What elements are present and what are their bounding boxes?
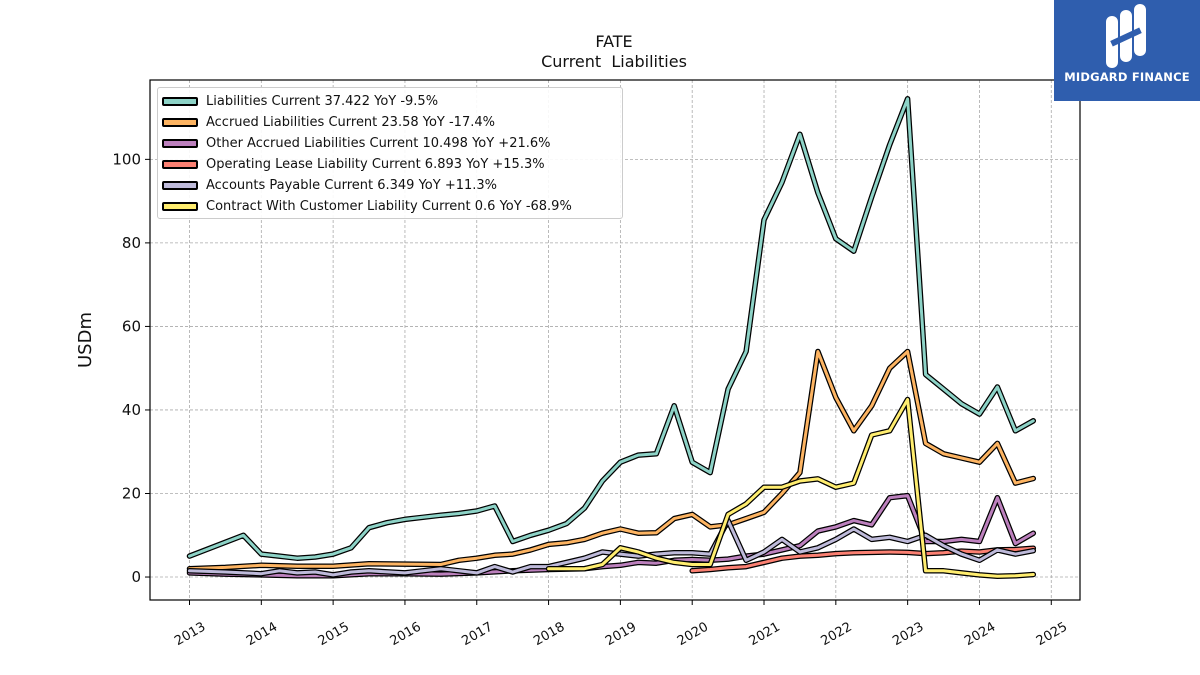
series-line	[186, 517, 1037, 578]
legend-item: Operating Lease Liability Current 6.893 …	[158, 154, 545, 174]
y-tick-label: 100	[112, 150, 141, 168]
plot-frame	[149, 79, 1081, 601]
x-tick-label: 2020	[675, 620, 711, 650]
brand-logo: MIDGARD FINANCE	[1054, 0, 1200, 101]
y-tick-label: 20	[122, 484, 141, 502]
legend-item: Liabilities Current 37.422 YoY -9.5%	[158, 91, 438, 111]
legend-label: Contract With Customer Liability Current…	[206, 198, 572, 214]
legend-swatch	[162, 201, 198, 211]
chart-subtitle: Current Liabilities	[541, 52, 687, 71]
series-layer	[186, 96, 1037, 579]
y-tick-label: 0	[131, 568, 141, 586]
legend-item: Accounts Payable Current 6.349 YoY +11.3…	[158, 175, 497, 195]
x-tick-label: 2024	[962, 620, 998, 650]
series-line	[186, 96, 1037, 561]
y-axis-label: USDm	[75, 312, 96, 368]
legend-swatch	[162, 180, 198, 190]
legend-label: Other Accrued Liabilities Current 10.498…	[206, 135, 551, 151]
x-tick-label: 2016	[388, 620, 424, 650]
chart-title: FATE	[595, 32, 632, 51]
x-axis: 2013 2014 2015 2016 2017 2018 2019 2020 2021 2022…	[172, 600, 1070, 649]
series-line	[545, 396, 1037, 579]
x-tick-label: 2013	[172, 620, 208, 650]
midgard-logo-icon	[1106, 4, 1146, 68]
legend-item: Contract With Customer Liability Current…	[158, 196, 572, 216]
x-tick-label: 2018	[531, 620, 567, 650]
y-tick-label: 40	[122, 401, 141, 419]
series-line-stroke	[690, 546, 1035, 573]
legend-item: Other Accrued Liabilities Current 10.498…	[158, 133, 551, 153]
legend-label: Operating Lease Liability Current 6.893 …	[206, 156, 545, 172]
series-line-stroke	[547, 398, 1035, 578]
x-tick-label: 2017	[459, 620, 495, 650]
x-tick-label: 2015	[316, 620, 352, 650]
series-line-stroke	[188, 97, 1035, 560]
legend-swatch	[162, 96, 198, 106]
x-tick-label: 2025	[1034, 620, 1070, 650]
brand-name: MIDGARD FINANCE	[1064, 70, 1190, 84]
x-tick-label: 2014	[244, 620, 280, 650]
x-tick-label: 2022	[819, 620, 855, 650]
x-tick-label: 2023	[890, 620, 926, 650]
legend-label: Liabilities Current 37.422 YoY -9.5%	[206, 93, 439, 109]
series-line-stroke	[188, 519, 1035, 577]
series-line	[689, 545, 1037, 574]
legend: Liabilities Current 37.422 YoY -9.5% Acc…	[157, 87, 623, 219]
series-line	[186, 348, 1037, 572]
legend-label: Accrued Liabilities Current 23.58 YoY -1…	[206, 114, 495, 130]
y-tick-label: 80	[122, 234, 141, 252]
x-tick-label: 2019	[603, 620, 639, 650]
legend-swatch	[162, 159, 198, 169]
series-line-outline	[186, 348, 1037, 572]
y-axis: 0 20 40 60 80 100	[112, 150, 150, 586]
y-tick-label: 60	[122, 317, 141, 335]
x-tick-label: 2021	[747, 620, 783, 650]
legend-swatch	[162, 138, 198, 148]
legend-item: Accrued Liabilities Current 23.58 YoY -1…	[158, 112, 495, 132]
legend-swatch	[162, 117, 198, 127]
legend-label: Accounts Payable Current 6.349 YoY +11.3…	[206, 177, 498, 193]
series-line-stroke	[188, 350, 1035, 571]
